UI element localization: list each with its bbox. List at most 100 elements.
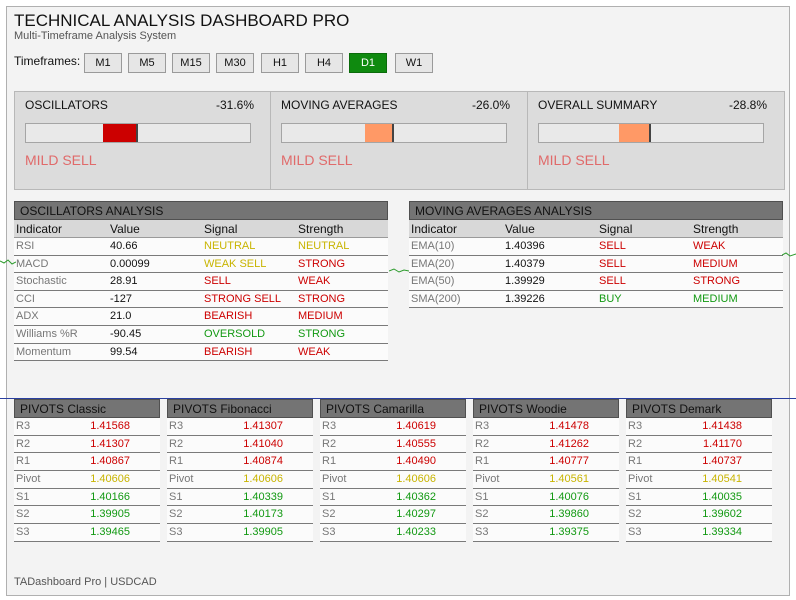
indicator-signal: BEARISH (204, 345, 253, 358)
panel-title: MOVING AVERAGES ANALYSIS (409, 201, 783, 220)
pivot-level-value: 1.40490 (396, 455, 436, 468)
pivot-level-label: R3 (628, 420, 643, 432)
indicator-strength: MEDIUM (298, 310, 343, 323)
pivot-level-value: 1.40233 (396, 526, 436, 539)
indicator-strength: WEAK (693, 240, 726, 252)
panel-title: PIVOTS Demark (626, 399, 772, 418)
price-line-fragment (389, 268, 409, 273)
pivot-level-label: S1 (475, 490, 489, 503)
pivot-level-value: 1.41438 (702, 420, 742, 432)
pivot-row: S1 1.40076 (473, 488, 619, 507)
pivot-row: R1 1.40490 (320, 453, 466, 472)
pivot-level-label: R2 (628, 437, 643, 450)
pivot-level-label: R2 (475, 437, 490, 450)
pivot-row: R3 1.41568 (14, 418, 160, 436)
pivot-level-value: 1.41307 (90, 437, 130, 450)
timeframe-button-m15[interactable]: M15 (172, 53, 210, 73)
pivot-level-label: R2 (16, 437, 31, 450)
pivot-level-value: 1.40555 (396, 437, 436, 450)
pivot-level-value: 1.40173 (243, 508, 283, 521)
pivot-level-value: 1.39375 (549, 526, 589, 539)
table-row: ADX 21.0 BEARISH MEDIUM (14, 308, 388, 326)
pivot-level-label: R3 (16, 420, 31, 432)
timeframe-button-m5[interactable]: M5 (128, 53, 166, 73)
indicator-name: MACD (16, 257, 49, 270)
pivot-level-label: R2 (322, 437, 337, 450)
overall-summary-card: OVERALL SUMMARY -28.8% MILD SELL (527, 91, 785, 190)
indicator-strength: MEDIUM (693, 257, 738, 270)
column-header-value: Value (110, 222, 140, 236)
pivot-level-label: S1 (16, 490, 30, 503)
indicator-signal: NEUTRAL (204, 240, 256, 252)
pivot-row: S1 1.40166 (14, 488, 160, 507)
pivot-row: R1 1.40737 (626, 453, 772, 472)
indicator-signal: WEAK SELL (204, 257, 267, 270)
table-row: Momentum 99.54 BEARISH WEAK (14, 343, 388, 362)
indicator-value: -127 (110, 292, 133, 305)
pivot-level-value: 1.39602 (702, 508, 742, 521)
pivot-row: R3 1.41478 (473, 418, 619, 436)
indicator-signal: SELL (599, 240, 626, 252)
pivot-row: S3 1.40233 (320, 524, 466, 542)
price-line-fragment (0, 259, 16, 265)
pivot-level-value: 1.40339 (243, 490, 283, 503)
panel-title: PIVOTS Fibonacci (167, 399, 313, 418)
pivot-level-label: S3 (475, 526, 489, 539)
indicator-signal: OVERSOLD (204, 327, 266, 340)
pivot-row: R3 1.41307 (167, 418, 313, 436)
pivot-level-value: 1.41478 (549, 420, 589, 432)
card-title: OVERALL SUMMARY (538, 98, 658, 112)
indicator-signal: STRONG SELL (204, 292, 282, 305)
indicator-signal: SELL (599, 257, 626, 270)
card-percent: -26.0% (471, 98, 510, 112)
footer-status: TADashboard Pro | USDCAD (14, 576, 157, 588)
timeframe-button-d1[interactable]: D1 (349, 53, 387, 73)
pivot-level-value: 1.41568 (90, 420, 130, 432)
indicator-value: -90.45 (110, 327, 142, 340)
indicator-signal: SELL (599, 275, 626, 288)
pivot-level-label: S1 (169, 490, 183, 503)
column-header-signal: Signal (599, 222, 633, 236)
indicator-name: EMA(20) (411, 257, 455, 270)
pivot-level-value: 1.39905 (90, 508, 130, 521)
pivot-row: Pivot 1.40561 (473, 471, 619, 489)
table-row: Stochastic 28.91 SELL WEAK (14, 273, 388, 291)
timeframe-button-m1[interactable]: M1 (84, 53, 122, 73)
pivot-level-value: 1.40606 (90, 473, 130, 486)
timeframe-button-h1[interactable]: H1 (261, 53, 299, 73)
indicator-value: 21.0 (110, 310, 132, 323)
pivot-row: R2 1.41262 (473, 435, 619, 454)
pivot-level-label: S1 (322, 490, 336, 503)
table-row: Williams %R -90.45 OVERSOLD STRONG (14, 325, 388, 344)
pivot-row: Pivot 1.40541 (626, 471, 772, 489)
panel-title: OSCILLATORS ANALYSIS (14, 201, 388, 220)
pivot-level-label: R3 (322, 420, 337, 432)
pivot-level-label: R1 (16, 455, 31, 468)
gauge-marker (648, 124, 651, 142)
gauge-fill (364, 124, 394, 142)
indicator-signal: SELL (204, 275, 231, 288)
pivot-row: R2 1.41307 (14, 435, 160, 454)
pivot-row: S2 1.40297 (320, 506, 466, 525)
pivot-row: R3 1.41438 (626, 418, 772, 436)
oscillators-summary-card: OSCILLATORS -31.6% MILD SELL (14, 91, 272, 190)
timeframe-button-w1[interactable]: W1 (395, 53, 433, 73)
indicator-name: EMA(50) (411, 275, 455, 288)
indicator-value: 0.00099 (110, 257, 150, 270)
pivot-row: S1 1.40339 (167, 488, 313, 507)
column-header-signal: Signal (204, 222, 238, 236)
indicator-strength: WEAK (298, 275, 331, 288)
pivot-level-value: 1.41170 (703, 437, 742, 450)
pivot-row: R2 1.40555 (320, 435, 466, 454)
pivot-level-label: S2 (16, 508, 30, 521)
column-header-indicator: Indicator (16, 222, 63, 236)
timeframe-button-h4[interactable]: H4 (305, 53, 343, 73)
pivot-row: Pivot 1.40606 (14, 471, 160, 489)
pivot-level-label: R1 (322, 455, 337, 468)
timeframe-button-m30[interactable]: M30 (216, 53, 254, 73)
gauge-fill (102, 124, 138, 142)
pivot-row: S3 1.39465 (14, 524, 160, 542)
sentiment-gauge (538, 123, 764, 143)
pivot-level-label: R1 (169, 455, 184, 468)
indicator-value: 1.39929 (505, 275, 545, 288)
